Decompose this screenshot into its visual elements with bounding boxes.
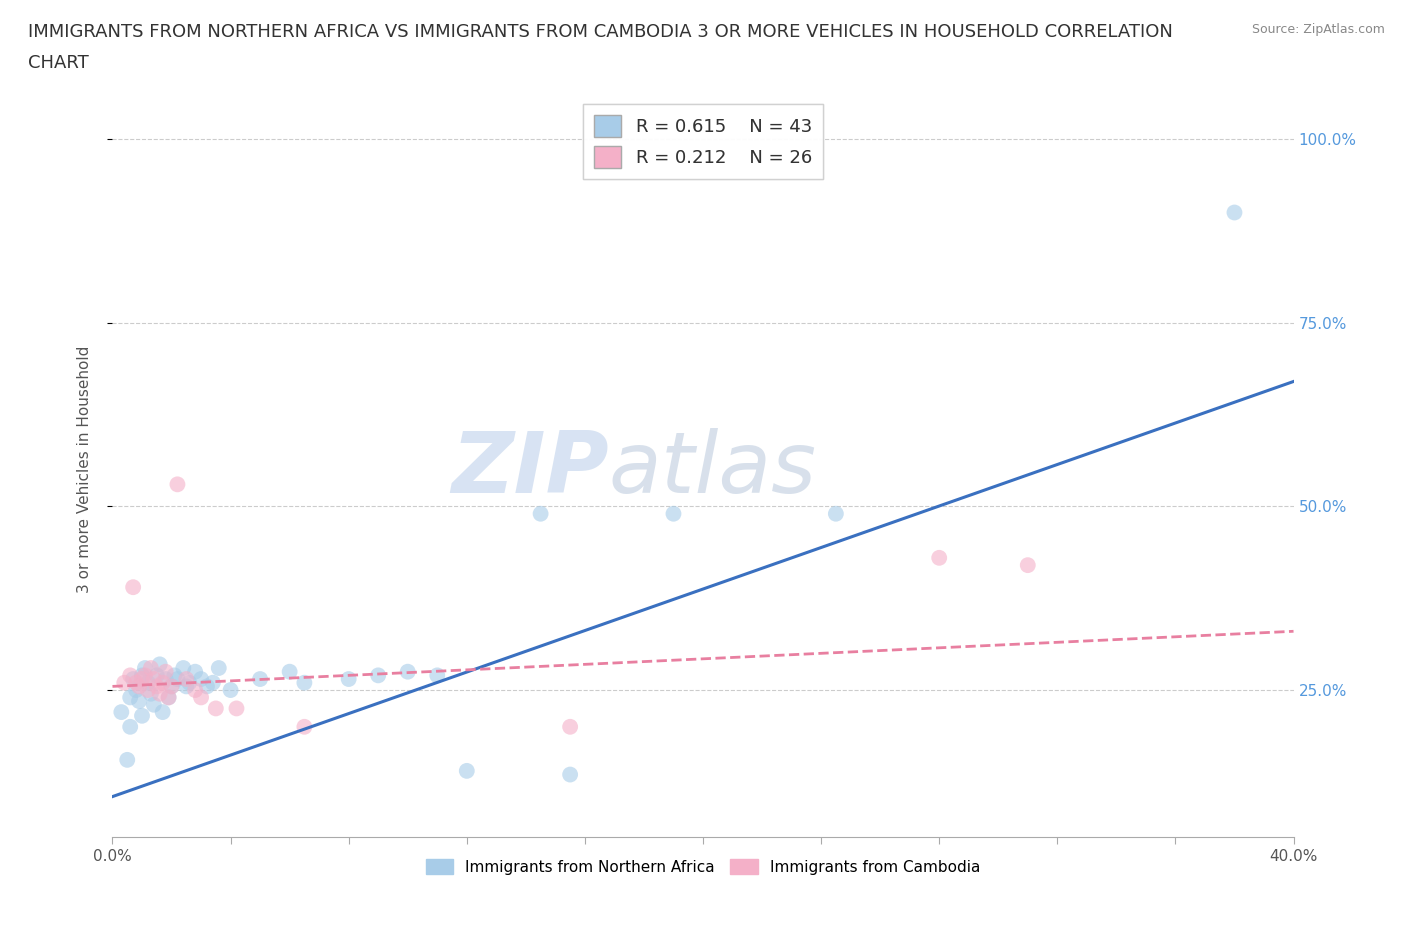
Point xyxy=(136,675,159,690)
Point xyxy=(208,660,231,675)
Point xyxy=(134,660,156,675)
Point xyxy=(205,701,228,716)
Point xyxy=(201,675,224,690)
Point xyxy=(174,679,197,694)
Point xyxy=(112,675,135,690)
Legend: R = 0.615    N = 43, R = 0.212    N = 26: R = 0.615 N = 43, R = 0.212 N = 26 xyxy=(583,104,823,179)
Point xyxy=(292,720,315,735)
Point xyxy=(292,675,315,690)
Point xyxy=(125,683,148,698)
Point xyxy=(456,764,478,778)
Text: IMMIGRANTS FROM NORTHERN AFRICA VS IMMIGRANTS FROM CAMBODIA 3 OR MORE VEHICLES I: IMMIGRANTS FROM NORTHERN AFRICA VS IMMIG… xyxy=(28,23,1173,41)
Point xyxy=(146,679,169,694)
Point xyxy=(155,671,177,686)
Point xyxy=(225,701,247,716)
Text: atlas: atlas xyxy=(609,428,817,512)
Point xyxy=(120,668,142,683)
Point xyxy=(110,705,132,720)
Point xyxy=(1223,206,1246,220)
Point xyxy=(1017,558,1039,573)
Point xyxy=(928,551,950,565)
Point xyxy=(120,720,142,735)
Point xyxy=(166,671,188,686)
Point xyxy=(152,705,174,720)
Point xyxy=(149,657,172,671)
Point xyxy=(149,686,172,701)
Point xyxy=(125,675,148,690)
Point xyxy=(142,698,165,712)
Text: ZIP: ZIP xyxy=(451,428,609,512)
Point xyxy=(136,683,159,698)
Point xyxy=(184,683,207,698)
Point xyxy=(139,660,162,675)
Point xyxy=(163,668,186,683)
Point xyxy=(120,690,142,705)
Point xyxy=(131,709,153,724)
Point xyxy=(179,675,201,690)
Point xyxy=(160,679,183,694)
Text: CHART: CHART xyxy=(28,54,89,72)
Point xyxy=(558,720,582,735)
Point xyxy=(174,671,197,686)
Point xyxy=(166,477,188,492)
Y-axis label: 3 or more Vehicles in Household: 3 or more Vehicles in Household xyxy=(77,346,91,593)
Point xyxy=(184,664,207,679)
Point xyxy=(157,690,180,705)
Text: Source: ZipAtlas.com: Source: ZipAtlas.com xyxy=(1251,23,1385,36)
Point xyxy=(122,579,145,594)
Point xyxy=(529,506,551,521)
Point xyxy=(662,506,685,521)
Point xyxy=(134,668,156,683)
Point xyxy=(155,664,177,679)
Point xyxy=(128,679,150,694)
Point xyxy=(117,752,138,767)
Point xyxy=(142,671,165,686)
Point xyxy=(122,671,145,686)
Point xyxy=(146,668,169,683)
Point xyxy=(139,686,162,701)
Point xyxy=(337,671,360,686)
Point xyxy=(131,671,153,686)
Point xyxy=(558,767,582,782)
Point xyxy=(249,671,271,686)
Point xyxy=(152,675,174,690)
Point xyxy=(824,506,846,521)
Point xyxy=(190,690,212,705)
Point xyxy=(195,679,218,694)
Point xyxy=(157,690,180,705)
Point xyxy=(426,668,449,683)
Point xyxy=(278,664,301,679)
Point xyxy=(396,664,419,679)
Point xyxy=(128,694,150,709)
Point xyxy=(367,668,389,683)
Point xyxy=(219,683,242,698)
Point xyxy=(160,679,183,694)
Point xyxy=(131,668,153,683)
Point xyxy=(172,660,194,675)
Point xyxy=(190,671,212,686)
